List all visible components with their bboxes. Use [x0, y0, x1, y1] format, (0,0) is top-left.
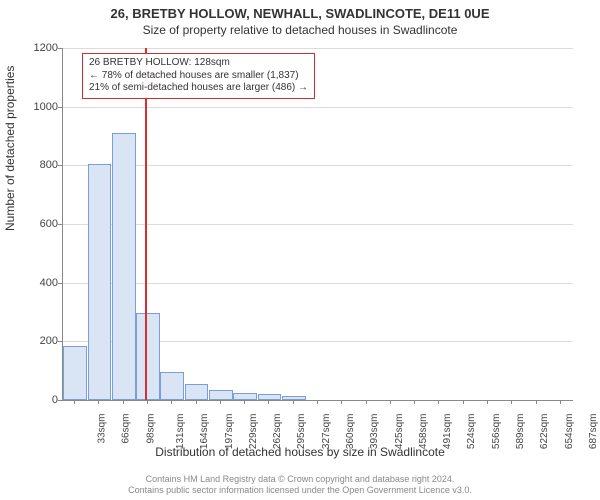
x-tick-label: 589sqm — [515, 414, 526, 450]
annotation-line1: 26 BRETBY HOLLOW: 128sqm — [89, 57, 308, 70]
annotation-line2: ← 78% of detached houses are smaller (1,… — [89, 70, 308, 83]
y-tick-label: 1000 — [18, 101, 58, 113]
histogram-bar — [209, 390, 233, 400]
y-tick-label: 1200 — [18, 42, 58, 54]
x-tick-label: 164sqm — [199, 414, 210, 450]
x-tick-label: 491sqm — [442, 414, 453, 450]
x-tick-mark — [438, 400, 439, 404]
x-tick-label: 524sqm — [467, 414, 478, 450]
chart-title-line2: Size of property relative to detached ho… — [0, 22, 600, 37]
x-tick-mark — [98, 400, 99, 404]
x-tick-label: 131sqm — [175, 414, 186, 450]
x-tick-mark — [414, 400, 415, 404]
x-tick-mark — [463, 400, 464, 404]
plot-area — [62, 48, 573, 401]
x-tick-mark — [511, 400, 512, 404]
x-tick-mark — [560, 400, 561, 404]
histogram-bar — [112, 133, 136, 400]
x-tick-label: 66sqm — [121, 414, 132, 444]
histogram-bar — [88, 164, 112, 400]
y-tick-mark — [58, 400, 62, 401]
grid-line — [63, 283, 573, 284]
x-tick-label: 622sqm — [539, 414, 550, 450]
x-tick-label: 262sqm — [272, 414, 283, 450]
x-tick-mark — [123, 400, 124, 404]
x-tick-label: 33sqm — [97, 414, 108, 444]
histogram-bar — [160, 372, 184, 400]
histogram-bar — [282, 396, 306, 400]
x-tick-mark — [74, 400, 75, 404]
chart-title-line1: 26, BRETBY HOLLOW, NEWHALL, SWADLINCOTE,… — [0, 0, 600, 22]
chart-container: 26, BRETBY HOLLOW, NEWHALL, SWADLINCOTE,… — [0, 0, 600, 500]
histogram-bar — [136, 313, 160, 400]
x-tick-mark — [244, 400, 245, 404]
y-tick-label: 800 — [18, 159, 58, 171]
x-tick-label: 197sqm — [224, 414, 235, 450]
footer-line2: Contains public sector information licen… — [0, 485, 600, 496]
y-tick-mark — [58, 107, 62, 108]
x-tick-mark — [390, 400, 391, 404]
annotation-box: 26 BRETBY HOLLOW: 128sqm ← 78% of detach… — [82, 53, 315, 99]
x-tick-mark — [317, 400, 318, 404]
x-tick-mark — [293, 400, 294, 404]
x-tick-label: 327sqm — [321, 414, 332, 450]
y-tick-mark — [58, 48, 62, 49]
y-tick-mark — [58, 224, 62, 225]
x-tick-mark — [341, 400, 342, 404]
x-tick-mark — [536, 400, 537, 404]
footer-text: Contains HM Land Registry data © Crown c… — [0, 474, 600, 496]
x-tick-label: 295sqm — [297, 414, 308, 450]
x-tick-mark — [147, 400, 148, 404]
histogram-bar — [233, 393, 257, 400]
grid-line — [63, 165, 573, 166]
y-tick-label: 400 — [18, 277, 58, 289]
x-tick-mark — [366, 400, 367, 404]
x-tick-label: 393sqm — [369, 414, 380, 450]
y-tick-mark — [58, 341, 62, 342]
grid-line — [63, 107, 573, 108]
x-tick-mark — [487, 400, 488, 404]
histogram-bar — [63, 346, 87, 400]
histogram-bar — [185, 384, 209, 400]
grid-line — [63, 224, 573, 225]
x-tick-label: 425sqm — [394, 414, 405, 450]
x-tick-label: 556sqm — [491, 414, 502, 450]
y-tick-mark — [58, 165, 62, 166]
y-tick-label: 600 — [18, 218, 58, 230]
y-axis-label: Number of detached properties — [3, 66, 17, 231]
x-tick-label: 229sqm — [248, 414, 259, 450]
x-tick-label: 98sqm — [145, 414, 156, 444]
x-tick-label: 360sqm — [345, 414, 356, 450]
y-tick-label: 200 — [18, 335, 58, 347]
footer-line1: Contains HM Land Registry data © Crown c… — [0, 474, 600, 485]
x-tick-label: 687sqm — [588, 414, 599, 450]
x-tick-label: 458sqm — [418, 414, 429, 450]
x-tick-mark — [220, 400, 221, 404]
grid-line — [63, 48, 573, 49]
annotation-line3: 21% of semi-detached houses are larger (… — [89, 82, 308, 95]
y-tick-mark — [58, 283, 62, 284]
x-tick-mark — [196, 400, 197, 404]
x-tick-mark — [171, 400, 172, 404]
x-tick-mark — [268, 400, 269, 404]
y-tick-label: 0 — [18, 394, 58, 406]
reference-line — [145, 48, 147, 400]
x-tick-label: 654sqm — [564, 414, 575, 450]
